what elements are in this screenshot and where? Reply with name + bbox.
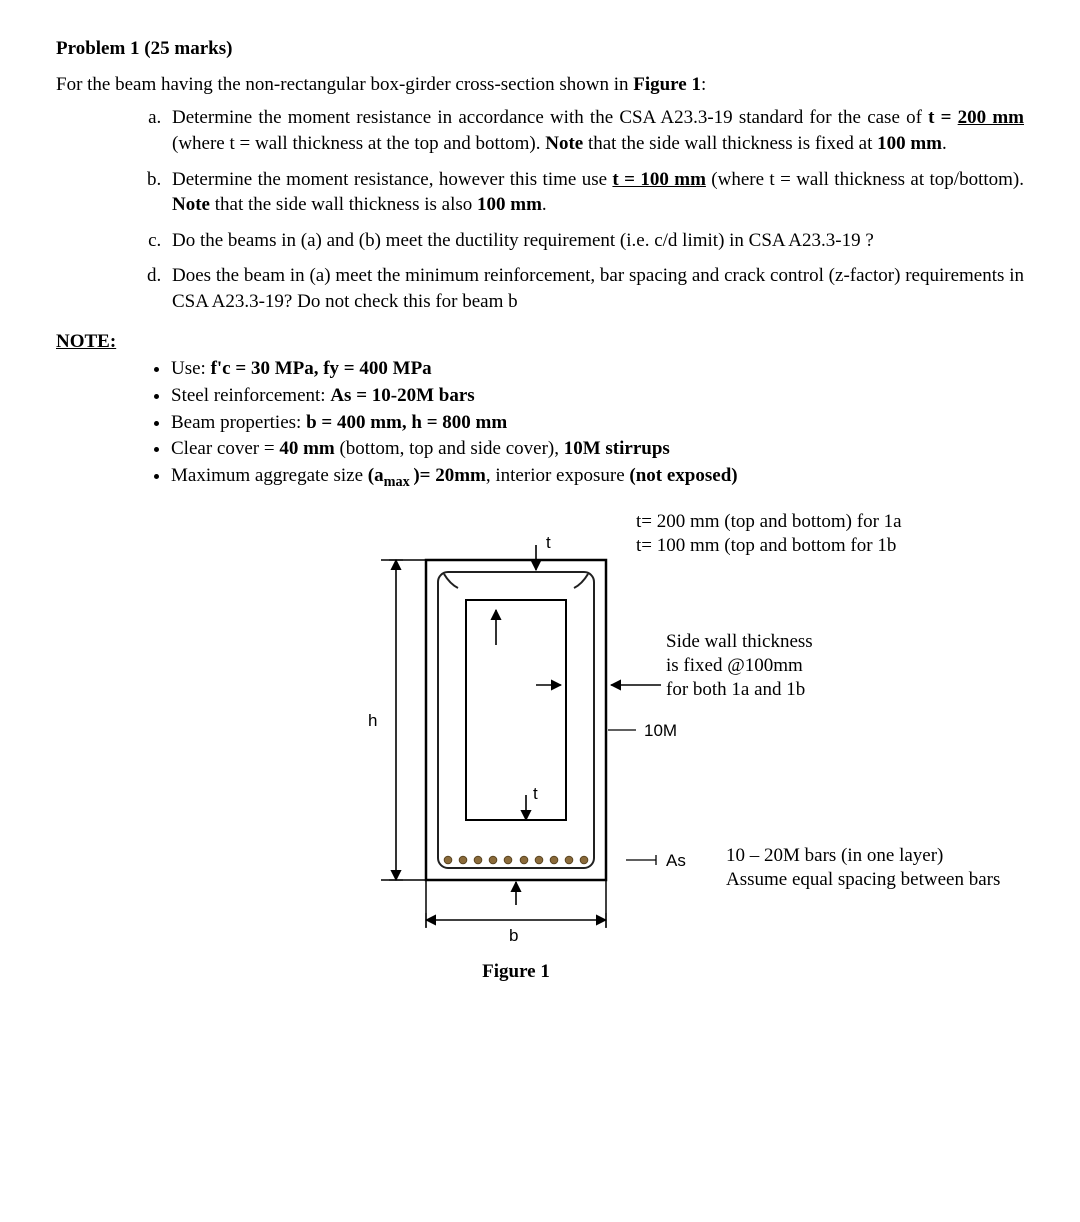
text-bold: (amax )= 20mm [368,465,486,486]
text: Steel reinforcement: [171,385,330,406]
label-b: b [509,925,518,946]
text-bold: Note [545,133,583,154]
text-bold: f'c = 30 MPa, fy = 400 MPa [211,358,432,379]
text: Use: [171,358,211,379]
text: that the side wall thickness is fixed at [583,133,877,154]
label-t-inner: t [533,783,538,804]
text: Clear cover = [171,438,279,459]
label-as: As [666,850,686,871]
text-bold: b = 400 mm, h = 800 mm [306,412,507,433]
part-d: Does the beam in (a) meet the minimum re… [166,263,1024,314]
text-bold: 10M stirrups [564,438,670,459]
label-t-top: t [546,532,551,553]
text: (bottom, top and side cover), [335,438,564,459]
intro-bold: Figure 1 [633,74,701,95]
part-c: Do the beams in (a) and (b) meet the duc… [166,228,1024,254]
text-bold: Note [172,194,210,215]
part-b: Determine the moment resistance, however… [166,167,1024,218]
intro-prefix: For the beam having the non-rectangular … [56,74,633,95]
text: t= 200 mm (top and bottom) for 1a [636,511,902,532]
figure-1: h b t t t= 200 mm (top and bottom) for 1… [336,510,1080,1030]
text-bold-underline: t = 100 mm [612,169,705,190]
note-item: Maximum aggregate size (amax )= 20mm, in… [171,463,1024,492]
label-side-wall: Side wall thickness is fixed @100mm for … [666,630,916,701]
label-t-case: t= 200 mm (top and bottom) for 1a t= 100… [636,510,902,558]
text: . [542,194,547,215]
label-10m: 10M [644,720,677,741]
text: 10 – 20M bars (in one layer) [726,845,943,866]
text: Maximum aggregate size [171,465,368,486]
note-item: Beam properties: b = 400 mm, h = 800 mm [171,410,1024,436]
text: Determine the moment resistance in accor… [172,107,928,128]
text: Determine the moment resistance, however… [172,169,612,190]
text: that the side wall thickness is also [210,194,477,215]
label-h: h [368,710,377,731]
parts-list: Determine the moment resistance in accor… [56,105,1024,314]
figure-caption: Figure 1 [416,960,616,984]
intro-suffix: : [701,74,706,95]
text: , interior exposure [486,465,630,486]
text: . [942,133,947,154]
text-bold: 100 mm [877,133,942,154]
text-bold: t = 200 mm [928,107,1024,128]
text-bold: (not exposed) [629,465,737,486]
problem-title: Problem 1 (25 marks) [56,36,1024,62]
note-item: Use: f'c = 30 MPa, fy = 400 MPa [171,356,1024,382]
text: is fixed @100mm [666,655,803,676]
text-sub: max [384,474,414,490]
text: t= 100 mm (top and bottom for 1b [636,535,896,556]
text: Assume equal spacing between bars [726,869,1000,890]
figure-svg [336,510,1080,1030]
text: Beam properties: [171,412,306,433]
text-underline: 200 mm [958,107,1024,128]
text: (a [368,465,384,486]
text: (where t = wall thickness at top/bottom)… [706,169,1024,190]
text: for both 1a and 1b [666,679,805,700]
text: )= 20mm [413,465,486,486]
text: (where t = wall thickness at the top and… [172,133,545,154]
part-a: Determine the moment resistance in accor… [166,105,1024,156]
note-item: Steel reinforcement: As = 10-20M bars [171,383,1024,409]
text-bold: 40 mm [279,438,334,459]
intro-line: For the beam having the non-rectangular … [56,72,1024,98]
text-bold: 100 mm [477,194,542,215]
text: Side wall thickness [666,631,813,652]
label-bars: 10 – 20M bars (in one layer) Assume equa… [726,844,1056,892]
text: t = [928,107,958,128]
note-list: Use: f'c = 30 MPa, fy = 400 MPa Steel re… [56,356,1024,492]
note-heading: NOTE: [56,329,1024,355]
text-bold: As = 10-20M bars [330,385,474,406]
note-item: Clear cover = 40 mm (bottom, top and sid… [171,436,1024,462]
